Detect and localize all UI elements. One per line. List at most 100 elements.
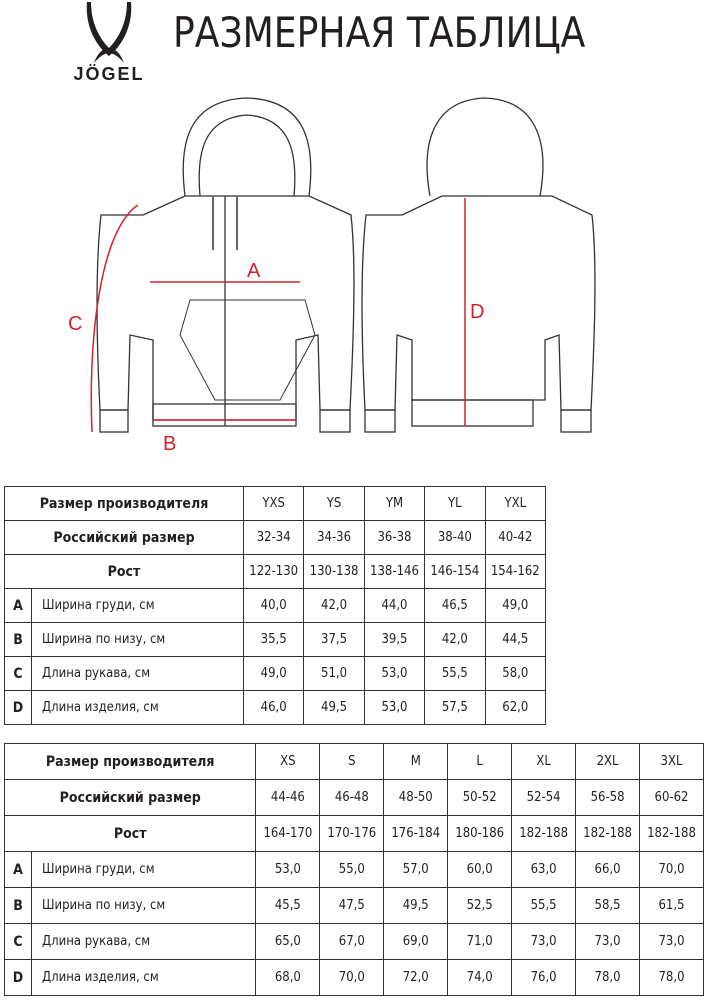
table-row: D Длина изделия, см 68,0 70,0 72,0 74,0 76,0 78… — [4, 959, 704, 996]
measure-letter: B — [4, 887, 32, 924]
table-cell: 53,0 — [363, 656, 426, 691]
table-cell: 52-54 — [511, 779, 577, 816]
table-cell: 38-40 — [424, 520, 486, 555]
table-cell: 60,0 — [447, 851, 513, 888]
table-cell: 44,0 — [363, 588, 426, 623]
table-row: B Ширина по низу, см 35,5 37,5 39,5 42,0 44,5 — [4, 622, 547, 657]
label-d: D — [470, 301, 484, 323]
table-cell: 70,0 — [639, 851, 704, 888]
table-cell: 47,5 — [319, 887, 385, 924]
table-cell: 58,5 — [575, 887, 641, 924]
table-cell: 73,0 — [639, 923, 704, 960]
measure-label: Ширина по низу, см — [30, 887, 257, 924]
table-cell: 56-58 — [575, 779, 641, 816]
table-cell: 58,0 — [484, 656, 547, 691]
table-cell: 3XL — [639, 743, 704, 780]
table-cell: YL — [424, 486, 486, 521]
size-table-adults: Размер производителя XS S M L XL 2XL 3XL Российс… — [3, 743, 704, 996]
table-cell: 46-48 — [319, 779, 385, 816]
table-cell: YXL — [484, 486, 547, 521]
table-cell: 78,0 — [575, 959, 641, 996]
table-cell: 176-184 — [383, 815, 449, 852]
table-cell: 51,0 — [303, 656, 365, 691]
table-cell: YS — [303, 486, 365, 521]
measure-label: Длина рукава, см — [30, 923, 257, 960]
measure-letter: D — [4, 690, 32, 725]
table-cell: 73,0 — [511, 923, 577, 960]
table-cell: 180-186 — [447, 815, 513, 852]
measure-label: Длина рукава, см — [31, 656, 244, 691]
table-cell: 55,5 — [511, 887, 577, 924]
table-cell: 164-170 — [255, 815, 321, 852]
table-cell: S — [319, 743, 385, 780]
measure-label: Длина изделия, см — [31, 690, 244, 725]
measure-label: Ширина груди, см — [30, 851, 257, 888]
table-cell: 39,5 — [363, 622, 426, 657]
table-cell: 45,5 — [255, 887, 321, 924]
table-cell: 138-146 — [363, 554, 426, 589]
table-cell: 46,5 — [424, 588, 486, 623]
table-cell: 70,0 — [319, 959, 385, 996]
table-cell: 63,0 — [511, 851, 577, 888]
table-cell: 122-130 — [242, 554, 305, 589]
table-cell: 154-162 — [484, 554, 547, 589]
table-row: Размер производителя XS S M L XL 2XL 3XL — [3, 743, 704, 780]
table-cell: 146-154 — [424, 554, 486, 589]
label-a: A — [247, 260, 261, 282]
size-table-kids: Размер производителя YXS YS YM YL YXL Российск… — [4, 486, 547, 725]
hoodie-diagram: A B C D — [68, 97, 596, 455]
measure-letter: C — [4, 923, 32, 960]
table-row: Рост 122-130 130-138 138-146 146-154 154-162 — [4, 554, 547, 589]
label-c: C — [68, 313, 82, 335]
row-header: Размер производителя — [3, 743, 257, 780]
table-cell: 40,0 — [242, 588, 305, 623]
measure-label: Длина изделия, см — [30, 959, 257, 996]
table-cell: 68,0 — [255, 959, 321, 996]
table-cell: 53,0 — [255, 851, 321, 888]
table-row: Российский размер 32-34 34-36 36-38 38-40 40-… — [4, 520, 547, 555]
table-cell: 50-52 — [447, 779, 513, 816]
table-cell: 78,0 — [639, 959, 704, 996]
table-row: A Ширина груди, см 40,0 42,0 44,0 46,5 49,0 — [4, 588, 547, 623]
front-hood — [182, 97, 312, 197]
table-cell: 37,5 — [303, 622, 365, 657]
table-cell: 67,0 — [319, 923, 385, 960]
table-cell: 46,0 — [242, 690, 305, 725]
table-cell: 35,5 — [242, 622, 305, 657]
row-header: Размер производителя — [4, 486, 244, 521]
table-row: Размер производителя YXS YS YM YL YXL — [4, 486, 547, 521]
table-cell: 71,0 — [447, 923, 513, 960]
table-cell: 130-138 — [303, 554, 365, 589]
back-body — [361, 195, 596, 411]
table-cell: 53,0 — [363, 690, 426, 725]
table-cell: 66,0 — [575, 851, 641, 888]
table-cell: 170-176 — [319, 815, 385, 852]
logo-text: JÖGEL — [73, 64, 145, 84]
measure-label: Ширина груди, см — [31, 588, 244, 623]
measure-letter: A — [4, 851, 32, 888]
table-cell: 62,0 — [484, 690, 547, 725]
measure-letter: A — [4, 588, 32, 623]
table-row: C Длина рукава, см 65,0 67,0 69,0 71,0 73,0 73,… — [4, 923, 704, 960]
table-row: Рост 164-170 170-176 176-184 180-186 182-188 1… — [3, 815, 704, 852]
jogel-logo — [86, 2, 132, 63]
table-cell: 55,0 — [319, 851, 385, 888]
table-cell: 69,0 — [383, 923, 449, 960]
table-cell: 72,0 — [383, 959, 449, 996]
table-cell: 61,5 — [639, 887, 704, 924]
measure-letter: B — [4, 622, 32, 657]
row-header: Рост — [3, 815, 257, 852]
table-cell: 49,0 — [242, 656, 305, 691]
measure-letter: C — [4, 656, 32, 691]
table-cell: 40-42 — [484, 520, 547, 555]
table-cell: 49,0 — [484, 588, 547, 623]
table-row: A Ширина груди, см 53,0 55,0 57,0 60,0 63,0 66,… — [4, 851, 704, 888]
back-hood — [426, 97, 544, 197]
table-cell: 36-38 — [363, 520, 426, 555]
table-cell: YM — [363, 486, 426, 521]
table-cell: 49,5 — [383, 887, 449, 924]
table-cell: 55,5 — [424, 656, 486, 691]
table-cell: YXS — [242, 486, 305, 521]
row-header: Российский размер — [4, 520, 244, 555]
row-header: Рост — [4, 554, 244, 589]
